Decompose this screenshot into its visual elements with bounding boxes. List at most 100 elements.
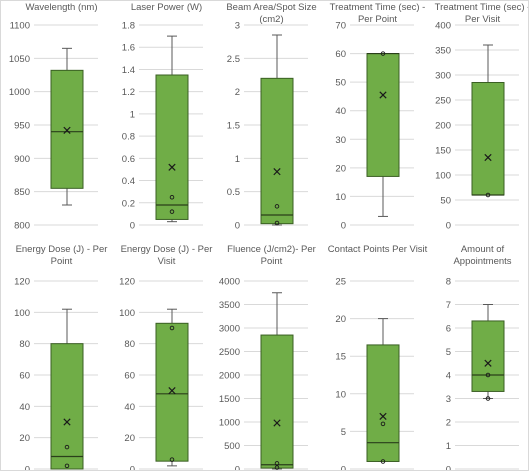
y-tick-label: 300 bbox=[435, 71, 451, 82]
y-tick-label: 850 bbox=[14, 187, 30, 198]
y-tick-label: 0 bbox=[130, 465, 135, 471]
mean-marker bbox=[379, 412, 387, 420]
y-tick-label: 3500 bbox=[219, 300, 240, 311]
data-point bbox=[169, 325, 175, 331]
data-point bbox=[274, 465, 280, 470]
y-tick-label: 1500 bbox=[219, 394, 240, 405]
y-tick-label: 60 bbox=[19, 371, 30, 382]
chart-title: (cm2) bbox=[259, 14, 283, 25]
y-tick-label: 500 bbox=[224, 441, 240, 452]
y-tick-label: 0.4 bbox=[122, 176, 135, 187]
chart-title: Treatment Time (sec) - bbox=[435, 2, 528, 13]
chart-title: Per Point bbox=[358, 14, 397, 25]
y-tick-label: 60 bbox=[124, 371, 135, 382]
y-tick-label: 350 bbox=[435, 46, 451, 57]
y-tick-label: 1000 bbox=[9, 87, 30, 98]
chart-title: Fluence (J/cm2)- Per bbox=[227, 244, 316, 255]
y-tick-label: 60 bbox=[335, 49, 346, 60]
data-point bbox=[64, 444, 70, 450]
y-tick-label: 5 bbox=[446, 347, 451, 358]
y-tick-label: 7 bbox=[446, 300, 451, 311]
chart-panel: Beam Area/Spot Size(cm2) 0 0.5 1 1.5 2 2.5 3 bbox=[226, 2, 316, 232]
y-tick-label: 1.4 bbox=[122, 65, 135, 76]
y-tick-label: 1050 bbox=[9, 54, 30, 65]
y-tick-label: 3 bbox=[235, 21, 240, 32]
y-tick-label: 0 bbox=[25, 465, 30, 471]
y-tick-label: 4 bbox=[446, 371, 451, 382]
chart-panel: Wavelength (nm) 800 850 900 950 1000 1050 1100 bbox=[9, 2, 98, 232]
iqr-box bbox=[366, 344, 400, 462]
chart-title: Appointments bbox=[453, 256, 511, 267]
y-tick-label: 25 bbox=[335, 277, 346, 288]
y-tick-label: 0.8 bbox=[122, 132, 135, 143]
chart-panel: Contact Points Per Visit 0 5 10 15 20 25 bbox=[328, 244, 428, 475]
chart-title: Visit bbox=[158, 256, 176, 267]
chart-title: Energy Dose (J) - Per bbox=[121, 244, 213, 255]
y-tick-label: 0.5 bbox=[227, 187, 240, 198]
y-tick-label: 250 bbox=[435, 96, 451, 107]
iqr-box bbox=[155, 74, 189, 220]
y-tick-label: 30 bbox=[335, 135, 346, 146]
y-tick-label: 2.5 bbox=[227, 54, 240, 65]
chart-title: Beam Area/Spot Size bbox=[226, 2, 316, 13]
mean-marker bbox=[273, 168, 281, 176]
y-tick-label: 10 bbox=[335, 192, 346, 203]
y-tick-label: 120 bbox=[119, 277, 135, 288]
data-point bbox=[169, 457, 175, 462]
mean-marker bbox=[273, 419, 281, 427]
chart-title: Point bbox=[261, 256, 283, 267]
data-point bbox=[169, 209, 175, 214]
mean-marker bbox=[168, 163, 176, 171]
y-tick-label: 3 bbox=[446, 394, 451, 405]
iqr-box bbox=[471, 320, 505, 392]
y-tick-label: 100 bbox=[119, 308, 135, 319]
iqr-box bbox=[260, 77, 294, 225]
chart-title: Treatment Time (sec) - bbox=[330, 2, 426, 13]
y-tick-label: 40 bbox=[19, 402, 30, 413]
iqr-box bbox=[471, 82, 505, 196]
y-tick-label: 70 bbox=[335, 21, 346, 32]
y-tick-label: 1.6 bbox=[122, 43, 135, 54]
mean-marker bbox=[484, 153, 492, 162]
y-tick-label: 2000 bbox=[219, 371, 240, 382]
y-tick-label: 800 bbox=[14, 221, 30, 232]
iqr-box bbox=[155, 322, 189, 462]
chart-title: Laser Power (W) bbox=[131, 2, 202, 13]
data-point bbox=[485, 192, 491, 198]
y-tick-label: 100 bbox=[435, 171, 451, 182]
y-tick-label: 0.2 bbox=[122, 198, 135, 209]
y-tick-label: 100 bbox=[14, 308, 30, 319]
chart-title: Contact Points Per Visit bbox=[328, 244, 428, 255]
y-tick-label: 10 bbox=[335, 389, 346, 400]
chart-title: Point bbox=[51, 256, 73, 267]
iqr-box bbox=[366, 53, 400, 177]
y-tick-label: 2 bbox=[235, 87, 240, 98]
chart-panel: Treatment Time (sec) -Per Point 0 10 20 30 40… bbox=[330, 2, 426, 232]
mean-marker bbox=[379, 91, 387, 99]
y-tick-label: 120 bbox=[14, 277, 30, 288]
y-tick-label: 150 bbox=[435, 146, 451, 157]
y-tick-label: 200 bbox=[435, 121, 451, 132]
y-tick-label: 1100 bbox=[10, 21, 30, 32]
chart-panel: Laser Power (W) 0 0.2 0.4 0.6 0.8 1 1.2 1.4 1.6 1.… bbox=[122, 2, 203, 232]
y-tick-label: 1 bbox=[130, 109, 135, 120]
chart-title: Per Visit bbox=[465, 14, 501, 25]
chart-panel: Treatment Time (sec) -Per Visit 0 50 100 150… bbox=[435, 2, 529, 232]
y-tick-label: 400 bbox=[435, 21, 451, 32]
data-point bbox=[64, 463, 70, 469]
y-tick-label: 20 bbox=[335, 314, 346, 325]
y-tick-label: 20 bbox=[335, 163, 346, 174]
data-point bbox=[380, 459, 386, 464]
y-tick-label: 2500 bbox=[219, 347, 240, 358]
y-tick-label: 6 bbox=[446, 324, 451, 335]
y-tick-label: 1.2 bbox=[122, 87, 135, 98]
y-tick-label: 1.5 bbox=[227, 121, 240, 132]
data-point bbox=[169, 194, 175, 200]
iqr-box bbox=[260, 334, 294, 469]
